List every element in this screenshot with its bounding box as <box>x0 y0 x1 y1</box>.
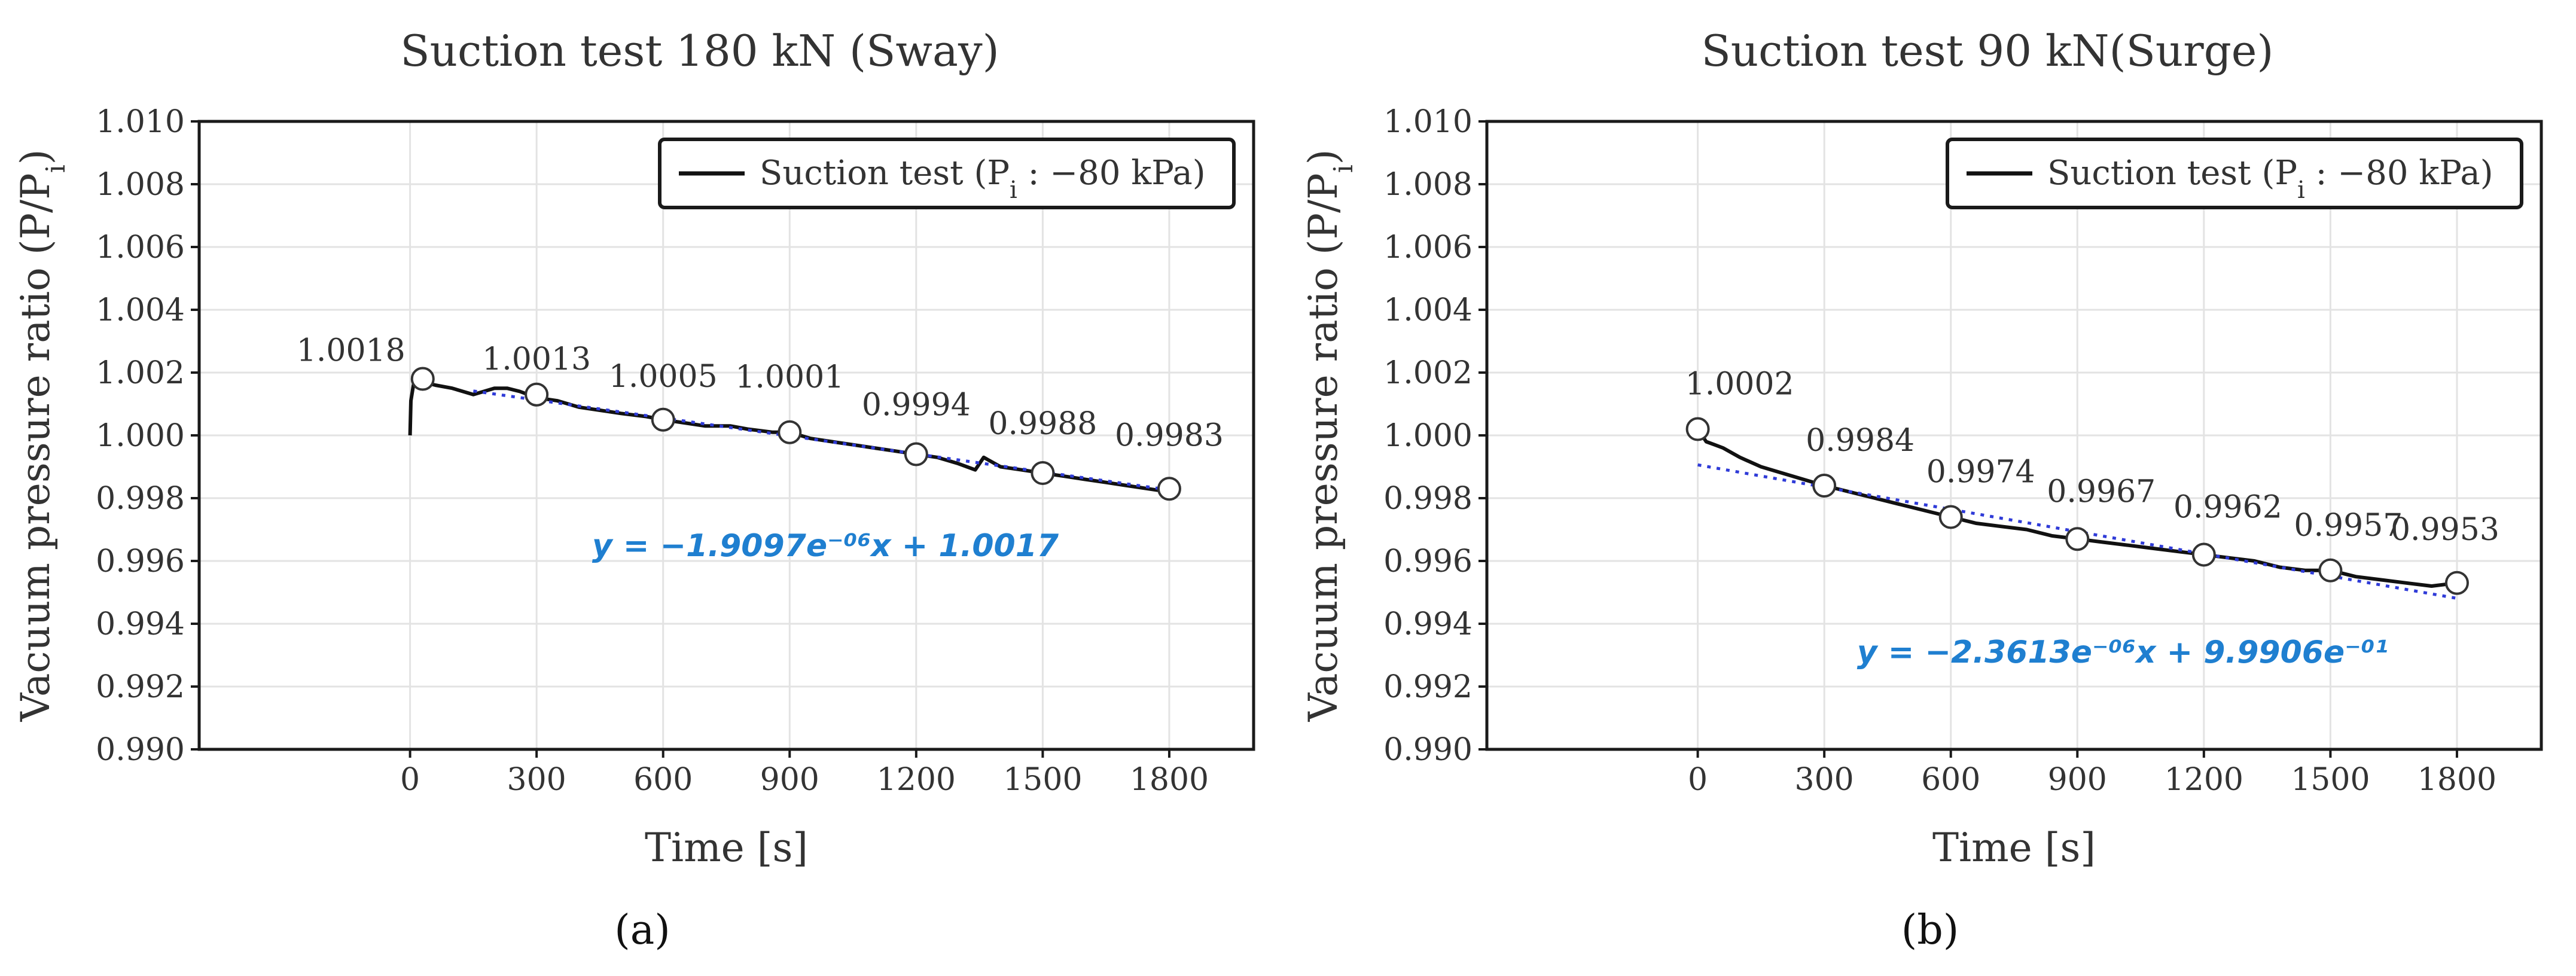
chart-0-ytick-label: 1.008 <box>96 167 185 203</box>
chart-0-legend-box <box>658 138 1236 209</box>
chart-1-ytick-label: 1.004 <box>1383 292 1473 328</box>
chart-0-ytick-label: 0.994 <box>96 606 185 642</box>
chart-0-ytick-label: 0.990 <box>96 732 185 768</box>
chart-0-plot-frame <box>197 120 1255 751</box>
chart-1-ytick-label: 1.010 <box>1383 104 1473 140</box>
chart-0-xtick-label: 0 <box>400 762 420 798</box>
chart-1-title: Suction test 90 kN(Surge) <box>1701 26 2273 76</box>
chart-0-legend-label-sub: i <box>1010 176 1017 204</box>
chart-1-point-label-3: 0.9967 <box>2047 474 2156 510</box>
chart-0-xlabel: Time [s] <box>645 825 808 871</box>
chart-0-point-marker-0 <box>410 367 435 391</box>
chart-0-point-marker-3 <box>778 420 802 444</box>
chart-1-legend-label-sub: i <box>2297 176 2305 204</box>
chart-0-ytick-label: 1.002 <box>96 355 185 391</box>
chart-1-xtick-label: 900 <box>2048 762 2107 798</box>
chart-0-title: Suction test 180 kN (Sway) <box>400 26 999 76</box>
chart-0-ylabel-main: Vacuum pressure ratio (P/P <box>13 173 59 722</box>
chart-0-ylabel-sub: i <box>41 164 71 173</box>
chart-1-point-label-4: 0.9962 <box>2173 490 2282 526</box>
chart-1-point-marker-2 <box>1938 505 1963 529</box>
chart-1-legend-label: Suction test (Pi : −80 kPa) <box>2047 154 2493 204</box>
chart-1-ytick-label: 0.994 <box>1383 606 1473 642</box>
chart-1-xtick-label: 300 <box>1795 762 1854 798</box>
chart-1-ylabel-close: ) <box>1300 149 1346 164</box>
chart-0-xtick-label: 900 <box>760 762 819 798</box>
chart-1-legend-box <box>1946 138 2523 209</box>
chart-b-svg: Suction test 90 kN(Surge) 0 300 600 900 1200 1… <box>1300 26 2543 954</box>
chart-0-point-label-6: 0.9983 <box>1115 417 1224 453</box>
chart-0-ytick-label: 1.000 <box>96 418 185 454</box>
chart-1-legend-label-tail: : −80 kPa) <box>2305 154 2493 193</box>
chart-0-point-marker-2 <box>651 407 675 432</box>
chart-panel-b: Suction test 90 kN(Surge) 0 300 600 900 1200 1… <box>1288 0 2575 976</box>
chart-1-ylabel-main: Vacuum pressure ratio (P/P <box>1300 173 1346 722</box>
chart-1-ylabel-sub: i <box>1328 164 1359 173</box>
chart-0-point-marker-6 <box>1157 477 1181 501</box>
chart-0-caption: (a) <box>614 907 670 954</box>
chart-panel-a: Suction test 180 kN (Sway) 0 300 600 900 1200… <box>13 26 1255 954</box>
chart-0-xtick-label: 1200 <box>877 762 956 798</box>
chart-0-ytick-label: 0.992 <box>96 669 185 705</box>
chart-0-legend-label-main: Suction test (P <box>760 154 1010 193</box>
chart-1-point-marker-3 <box>2065 527 2090 551</box>
chart-a-svg: Suction test 180 kN (Sway) 0 300 600 900 1200… <box>13 26 1255 954</box>
chart-1-xtick-label: 1500 <box>2291 762 2370 798</box>
chart-1-point-marker-6 <box>2444 571 2469 595</box>
chart-1-xlabel: Time [s] <box>1932 825 2096 871</box>
chart-0-xtick-label: 300 <box>507 762 566 798</box>
chart-0-xtick-label: 1500 <box>1003 762 1082 798</box>
chart-1-ylabel: Vacuum pressure ratio (P/Pi) <box>1300 149 1359 722</box>
chart-1-xtick-label: 1200 <box>2165 762 2243 798</box>
chart-1-caption: (b) <box>1901 907 1959 954</box>
chart-1-ytick-label: 0.998 <box>1383 481 1473 517</box>
chart-0-legend: Suction test (Pi : −80 kPa) <box>658 138 1236 209</box>
chart-1-ytick-label: 0.992 <box>1383 669 1473 705</box>
chart-1-point-label-5: 0.9957 <box>2294 508 2403 544</box>
chart-0-point-marker-4 <box>904 442 928 466</box>
chart-0-ytick-label: 1.010 <box>96 104 185 140</box>
chart-1-point-label-0: 1.0002 <box>1685 367 1794 402</box>
chart-1-ytick-label: 0.996 <box>1383 544 1473 580</box>
chart-1-plot-frame <box>1485 120 2543 751</box>
chart-1-fit-equation: y = −2.3613e⁻⁰⁶x + 9.9906e⁻⁰¹ <box>1857 635 2388 670</box>
chart-0-ytick-label: 1.004 <box>96 292 185 328</box>
chart-1-ytick-label: 0.990 <box>1383 732 1473 768</box>
chart-1-point-marker-5 <box>2318 558 2343 582</box>
chart-0-fit-equation: y = −1.9097e⁻⁰⁶x + 1.0017 <box>592 528 1059 564</box>
chart-1-ytick-label: 1.000 <box>1383 418 1473 454</box>
chart-0-point-label-3: 1.0001 <box>735 359 844 395</box>
chart-0-point-label-1: 1.0013 <box>482 341 591 377</box>
chart-0-ylabel-close: ) <box>13 149 59 164</box>
chart-0-ytick-label: 1.006 <box>96 230 185 266</box>
chart-1-ytick-label: 1.008 <box>1383 167 1473 203</box>
chart-0-legend-label-tail: : −80 kPa) <box>1017 154 1206 193</box>
chart-1-xtick-label: 0 <box>1688 762 1708 798</box>
chart-1-xtick-label: 600 <box>1921 762 1980 798</box>
chart-0-ytick-label: 0.998 <box>96 481 185 517</box>
chart-0-legend-label: Suction test (Pi : −80 kPa) <box>760 154 1206 204</box>
chart-1-legend-label-main: Suction test (P <box>2047 154 2297 193</box>
chart-0-point-label-0: 1.0018 <box>297 333 406 369</box>
chart-0-point-label-5: 0.9988 <box>988 406 1097 442</box>
chart-0-point-label-2: 1.0005 <box>609 359 718 395</box>
chart-1-point-marker-1 <box>1812 474 1837 498</box>
chart-1-point-marker-0 <box>1685 417 1710 441</box>
chart-1-point-label-2: 0.9974 <box>1926 455 2035 490</box>
chart-0-xtick-label: 1800 <box>1130 762 1209 798</box>
chart-1-legend: Suction test (Pi : −80 kPa) <box>1946 138 2523 209</box>
chart-0-point-marker-5 <box>1031 461 1055 485</box>
chart-0-point-label-4: 0.9994 <box>862 388 971 423</box>
chart-1-series-0 <box>1696 428 2458 588</box>
chart-1-xtick-label: 1800 <box>2418 762 2496 798</box>
chart-0-ylabel: Vacuum pressure ratio (P/Pi) <box>13 149 71 722</box>
chart-1-point-label-6: 0.9953 <box>2391 512 2499 548</box>
chart-1-point-label-1: 0.9984 <box>1806 423 1915 459</box>
chart-1-ytick-label: 1.002 <box>1383 355 1473 391</box>
chart-1-point-marker-4 <box>2191 542 2216 567</box>
chart-1-ytick-label: 1.006 <box>1383 230 1473 266</box>
chart-0-ytick-label: 0.996 <box>96 544 185 580</box>
chart-0-xtick-label: 600 <box>633 762 693 798</box>
chart-0-point-marker-1 <box>525 382 549 407</box>
